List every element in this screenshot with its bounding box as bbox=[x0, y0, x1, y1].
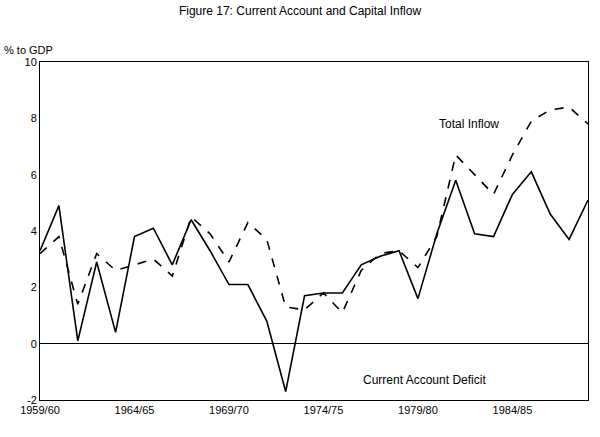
svg-text:% to GDP: % to GDP bbox=[4, 44, 53, 56]
svg-text:0: 0 bbox=[31, 338, 37, 350]
svg-text:1979/80: 1979/80 bbox=[398, 404, 438, 416]
svg-text:-2: -2 bbox=[27, 394, 37, 406]
svg-text:Current Account Deficit: Current Account Deficit bbox=[363, 373, 486, 387]
svg-text:1974/75: 1974/75 bbox=[304, 404, 344, 416]
svg-text:6: 6 bbox=[31, 169, 37, 181]
svg-text:10: 10 bbox=[25, 56, 37, 68]
svg-text:Figure 17: Current Account and: Figure 17: Current Account and Capital I… bbox=[179, 4, 421, 18]
svg-text:1959/60: 1959/60 bbox=[20, 404, 60, 416]
svg-text:4: 4 bbox=[31, 225, 37, 237]
svg-text:1984/85: 1984/85 bbox=[493, 404, 533, 416]
svg-text:1969/70: 1969/70 bbox=[209, 404, 249, 416]
svg-text:1964/65: 1964/65 bbox=[115, 404, 155, 416]
svg-text:Total Inflow: Total Inflow bbox=[439, 117, 499, 131]
svg-text:8: 8 bbox=[31, 112, 37, 124]
svg-text:2: 2 bbox=[31, 281, 37, 293]
